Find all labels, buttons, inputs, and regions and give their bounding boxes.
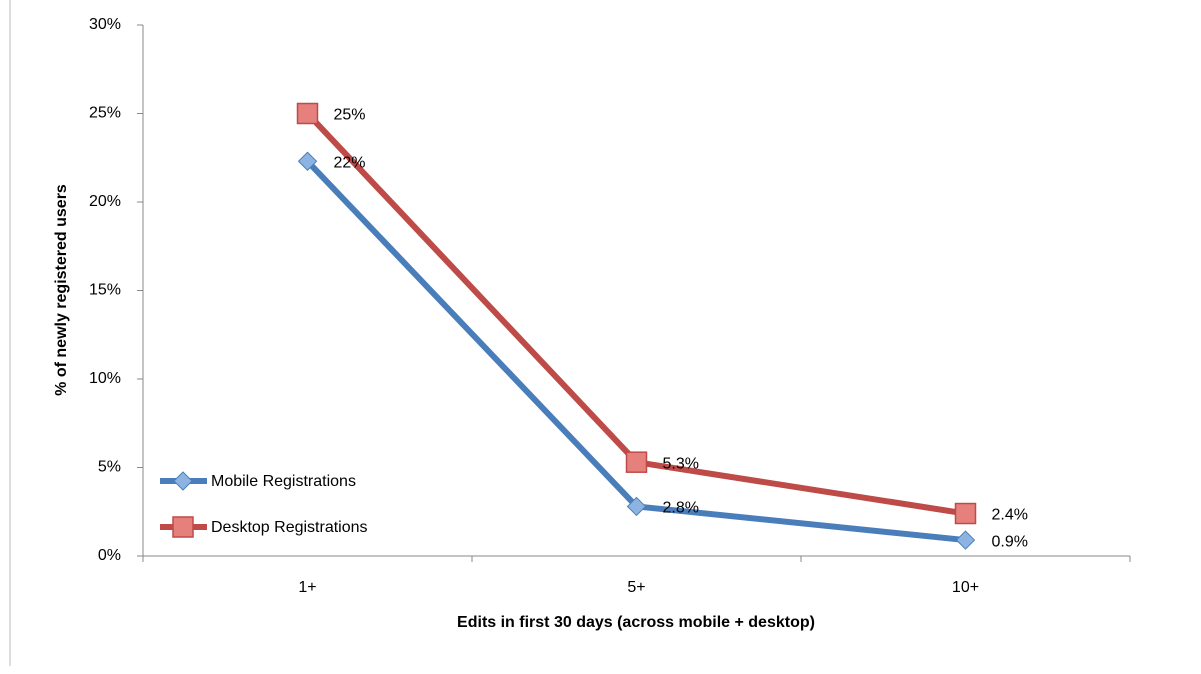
marker <box>626 496 647 517</box>
data-label: 22% <box>334 155 366 172</box>
x-tick-label: 5+ <box>627 579 645 596</box>
y-tick-label: 0% <box>98 547 121 564</box>
marker <box>297 151 318 171</box>
x-tick-label: 1+ <box>298 579 316 596</box>
y-tick-label: 10% <box>89 370 121 387</box>
legend-marker <box>173 471 193 491</box>
legend-marker <box>172 516 194 538</box>
marker <box>954 502 977 525</box>
data-label: 25% <box>334 107 366 124</box>
x-axis-title: Edits in first 30 days (across mobile + … <box>457 614 815 631</box>
y-tick-label: 30% <box>89 16 121 33</box>
y-tick-label: 5% <box>98 459 121 476</box>
data-label: 2.8% <box>663 500 699 517</box>
data-label: 5.3% <box>663 455 699 472</box>
marker <box>625 451 648 473</box>
y-tick-label: 15% <box>89 282 121 299</box>
legend-label: Desktop Registrations <box>211 519 368 536</box>
data-label: 0.9% <box>992 533 1028 550</box>
marker <box>955 530 976 550</box>
marker <box>296 102 319 125</box>
y-axis-title: % of newly registered users <box>53 184 70 396</box>
data-label: 2.4% <box>992 507 1028 524</box>
x-tick-label: 10+ <box>952 579 979 596</box>
legend-label: Mobile Registrations <box>211 473 356 490</box>
y-tick-label: 25% <box>89 105 121 122</box>
y-tick-label: 20% <box>89 193 121 210</box>
